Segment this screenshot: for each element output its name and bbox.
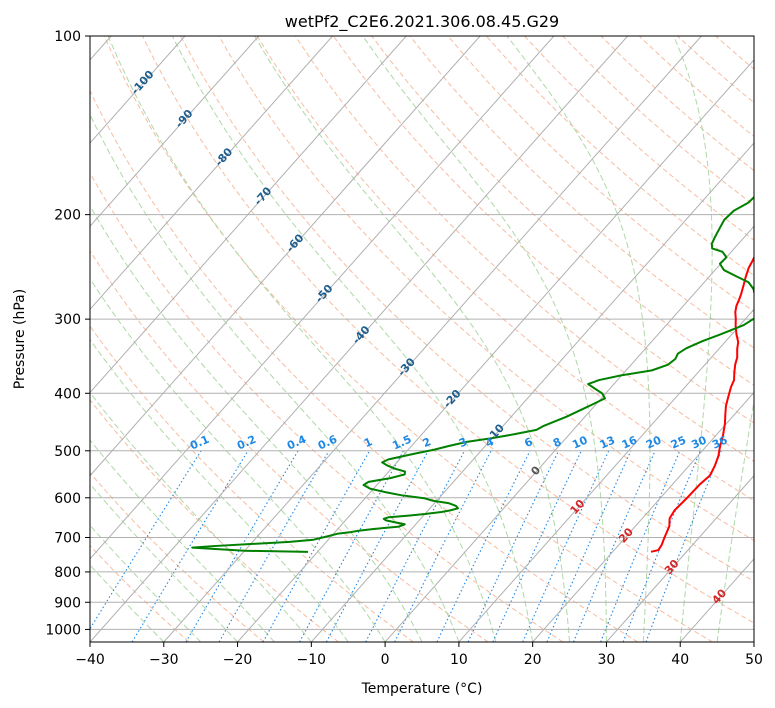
mixing-ratio-line [325, 450, 429, 642]
x-tick-label: 10 [450, 652, 468, 668]
moist-adiabat-line [716, 398, 754, 642]
y-tick-label: 100 [54, 29, 81, 45]
mixing-ratio-label: 13 [598, 434, 617, 452]
x-tick-label: −40 [75, 652, 105, 668]
mixing-ratio-line [262, 450, 371, 642]
x-tick-label: 50 [745, 652, 763, 668]
mixing-ratio-line [299, 450, 404, 642]
mixing-ratio-line [436, 450, 531, 642]
mixing-ratio-line [522, 450, 610, 642]
isotherm-gridline [90, 36, 407, 394]
isotherm-gridline [532, 391, 754, 642]
dry-adiabat-line [294, 36, 754, 462]
mixing-ratio-label: 30 [689, 433, 709, 451]
moist-adiabat-line [90, 564, 165, 642]
mixing-ratio-line [573, 450, 656, 642]
moist-adiabat-line [506, 36, 651, 642]
x-axis: −40 −30 −20 −10 0 10 20 30 40 50 [75, 642, 763, 668]
y-tick-label: 400 [54, 386, 81, 402]
isotherm-gridline [90, 36, 260, 227]
dry-adiabat-line [180, 36, 754, 582]
isotherm-gridline [90, 36, 481, 477]
mixing-ratio-line [546, 450, 632, 642]
moist-adiabat-line [362, 36, 607, 642]
moist-adiabat-line [171, 36, 534, 642]
y-tick-label: 800 [54, 565, 81, 581]
moist-adiabat-line [90, 205, 423, 642]
series-layer [191, 195, 754, 553]
y-tick-label: 900 [54, 595, 81, 611]
moist-adiabat-line [254, 36, 571, 642]
dry-adiabat-line [103, 36, 713, 642]
mixing-ratio-label: 25 [669, 434, 688, 452]
dry-adiabat-line [409, 36, 754, 349]
dry-adiabat-line [256, 36, 754, 502]
temperature-line [650, 255, 754, 553]
isotherm-gridline [90, 36, 629, 642]
isotherm-gridline [384, 225, 754, 642]
mixing-ratio-label: 20 [644, 433, 664, 451]
isotherm-gridline [90, 36, 555, 560]
x-tick-label: −10 [297, 652, 327, 668]
mixing-ratio-line [394, 450, 492, 642]
x-axis-title: Temperature (°C) [361, 681, 483, 697]
x-tick-label: 40 [671, 652, 689, 668]
moist-adiabat-line [90, 439, 275, 642]
moist-adiabat-line [90, 277, 386, 642]
isotherm-gridline [310, 142, 754, 642]
plot-frame [89, 35, 755, 643]
mixing-ratio-label: 36 [710, 433, 730, 451]
moist-adiabat-line [90, 483, 238, 642]
isotherm-gridline [163, 36, 702, 642]
y-tick-label: 200 [54, 208, 81, 224]
dry-adiabat-line [141, 36, 754, 624]
y-axis: 100 200 300 400 500 600 700 800 900 1000 [45, 29, 90, 638]
isotherm-gridline [237, 59, 754, 642]
dry-adiabat-line [371, 36, 754, 386]
dry-adiabat-line [90, 472, 265, 642]
dry-adiabat-line [90, 250, 489, 642]
isotherm-gridlines [90, 36, 754, 642]
mixing-ratio-label: 16 [620, 433, 640, 451]
moist-adiabat-line [90, 524, 202, 642]
x-tick-label: −20 [223, 652, 253, 668]
x-tick-label: 0 [381, 652, 390, 668]
y-tick-label: 700 [54, 531, 81, 547]
chart-title: wetPf2_C2E6.2021.306.08.45.G29 [285, 12, 559, 32]
y-axis-title: Pressure (hPa) [12, 289, 28, 389]
y-tick-label: 300 [54, 312, 81, 328]
dry-adiabat-line [90, 172, 564, 642]
mixing-ratio-line [622, 450, 701, 642]
mixing-ratio-line [600, 450, 681, 642]
x-tick-label: 30 [598, 652, 616, 668]
y-tick-label: 600 [54, 491, 81, 507]
y-tick-label: 1000 [45, 622, 81, 638]
x-tick-label: −30 [149, 652, 179, 668]
isotherm-gridline [606, 474, 754, 642]
y-tick-label: 500 [54, 444, 81, 460]
x-tick-label: 20 [524, 652, 542, 668]
mixing-ratio-lines [90, 450, 722, 642]
isotherm-gridline [90, 36, 333, 311]
isotherm-gridline [90, 36, 186, 144]
isotherm-gridline [458, 308, 754, 642]
moist-adiabat-line [107, 36, 497, 642]
mixing-ratio-line [90, 450, 202, 630]
dewpoint-line [191, 195, 754, 553]
mixing-ratio-line [645, 450, 722, 642]
dry-adiabat-line [90, 89, 639, 642]
mixing-ratio-label: 10 [570, 433, 590, 451]
